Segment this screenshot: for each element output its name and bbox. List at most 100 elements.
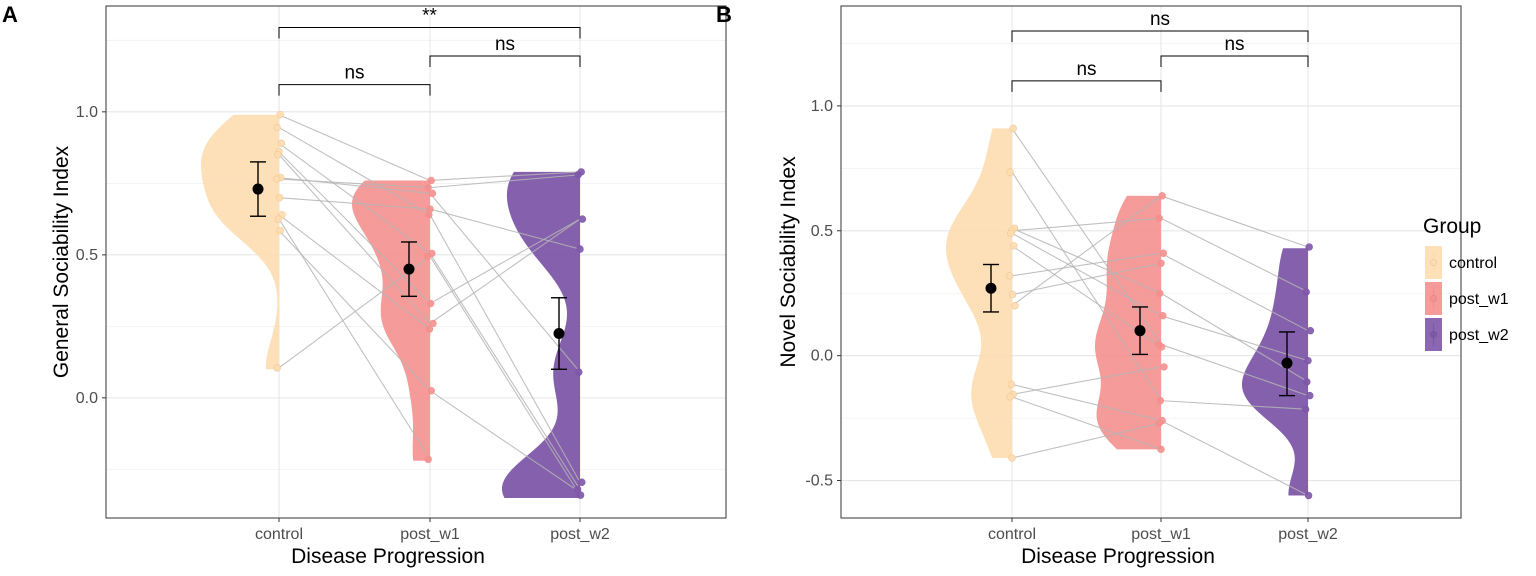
y-axis-title: General Sociability Index — [50, 145, 73, 378]
y-tick-label: 1.0 — [76, 104, 98, 121]
data-point — [1006, 393, 1014, 401]
data-point — [274, 151, 282, 159]
paired-line — [429, 208, 581, 250]
data-point — [424, 183, 432, 192]
paired-line — [278, 114, 431, 181]
paired-line — [278, 214, 431, 330]
paired-line — [278, 178, 431, 189]
data-point — [272, 175, 281, 183]
mean-point — [985, 282, 997, 294]
paired-line — [1160, 195, 1309, 248]
data-point — [1011, 302, 1019, 310]
significance-bracket — [278, 26, 581, 39]
data-point — [1302, 288, 1310, 296]
data-point — [423, 252, 432, 260]
data-point — [1304, 491, 1313, 500]
data-point — [277, 139, 286, 147]
significance-bracket — [278, 84, 431, 96]
data-point — [1303, 378, 1311, 386]
x-tick-label: post_w1 — [1131, 526, 1191, 543]
data-point — [576, 491, 585, 499]
data-point — [573, 485, 582, 494]
x-axis-title: Disease Progression — [291, 545, 485, 568]
violin-control — [946, 128, 1012, 459]
data-point — [575, 368, 583, 376]
y-tick-label: -0.5 — [805, 473, 833, 490]
data-point — [1010, 242, 1018, 250]
y-axis-title: Novel Sociability Index — [777, 156, 800, 368]
legend-title: Group — [1423, 215, 1481, 238]
significance-label: ns — [1224, 34, 1244, 55]
legend: Group control post_w1 post_w2 — [1423, 215, 1509, 351]
panel-border — [840, 5, 1462, 519]
panel-a: ns ns ** 0.0 0.5 1.0 control post_w1 post_w2 Dise… — [2, 2, 727, 568]
paired-line — [278, 151, 431, 304]
data-point — [1155, 214, 1163, 222]
mean-point — [252, 183, 264, 195]
paired-line — [429, 390, 581, 493]
violin-post_w1 — [1095, 195, 1161, 450]
x-tick-label: post_w2 — [550, 526, 610, 543]
legend-label-post_w1: post_w1 — [1449, 291, 1509, 308]
paired-line — [1011, 227, 1162, 294]
data-point — [1156, 396, 1165, 405]
significance-label: ns — [495, 34, 515, 55]
data-point — [1009, 124, 1017, 133]
data-point — [1157, 259, 1165, 267]
data-point — [1158, 192, 1166, 200]
paired-line — [278, 197, 431, 210]
data-point — [425, 325, 434, 333]
x-tick-label: control — [988, 526, 1036, 543]
mean-point — [403, 263, 415, 275]
x-tick-label: post_w1 — [400, 526, 460, 543]
paired-line — [1011, 252, 1162, 277]
panel-border — [105, 5, 727, 519]
data-point — [1007, 380, 1016, 389]
paired-line — [1160, 420, 1309, 497]
data-point — [1159, 311, 1167, 320]
violin-post_w2 — [502, 171, 580, 498]
data-point — [1301, 405, 1310, 414]
data-point — [275, 193, 284, 202]
violin-control — [201, 114, 279, 370]
paired-line — [429, 255, 581, 496]
significance-bracket — [1011, 30, 1309, 42]
significance-label: ns — [1150, 9, 1170, 30]
significance-bracket — [1160, 55, 1309, 67]
x-tick-label: control — [255, 526, 303, 543]
violin-post_w1 — [352, 180, 430, 461]
significance-label: ns — [1076, 59, 1096, 80]
panel-b: ns ns ns -0.5 0.0 0.5 1.0 control post_w1 post_w2… — [716, 2, 1462, 568]
data-point — [1305, 243, 1313, 251]
paired-line — [1011, 262, 1162, 296]
legend-label-control: control — [1449, 255, 1497, 272]
data-point — [273, 123, 281, 132]
data-point — [576, 245, 584, 253]
paired-line — [429, 218, 581, 324]
paired-line — [1160, 343, 1309, 397]
paired-line — [1160, 217, 1309, 293]
paired-line — [278, 127, 431, 216]
data-point — [1008, 290, 1017, 299]
x-tick-label: post_w2 — [1278, 526, 1338, 543]
data-point — [273, 364, 281, 372]
data-point — [429, 319, 437, 328]
data-point — [426, 299, 435, 308]
paired-line — [1011, 383, 1162, 422]
y-tick-label: 0.5 — [76, 247, 98, 264]
paired-line — [1011, 195, 1162, 307]
x-axis-title: Disease Progression — [1021, 545, 1215, 568]
data-point — [1006, 168, 1014, 176]
paired-line — [1160, 252, 1309, 332]
data-point — [1157, 343, 1166, 351]
data-point — [1156, 289, 1164, 297]
significance-bracket — [1011, 80, 1162, 92]
paired-line — [1011, 366, 1162, 395]
paired-line — [278, 218, 431, 460]
paired-line — [1011, 128, 1162, 345]
data-point — [1157, 445, 1165, 454]
paired-line — [1160, 315, 1309, 362]
paired-line — [278, 230, 431, 392]
data-point — [276, 110, 284, 119]
